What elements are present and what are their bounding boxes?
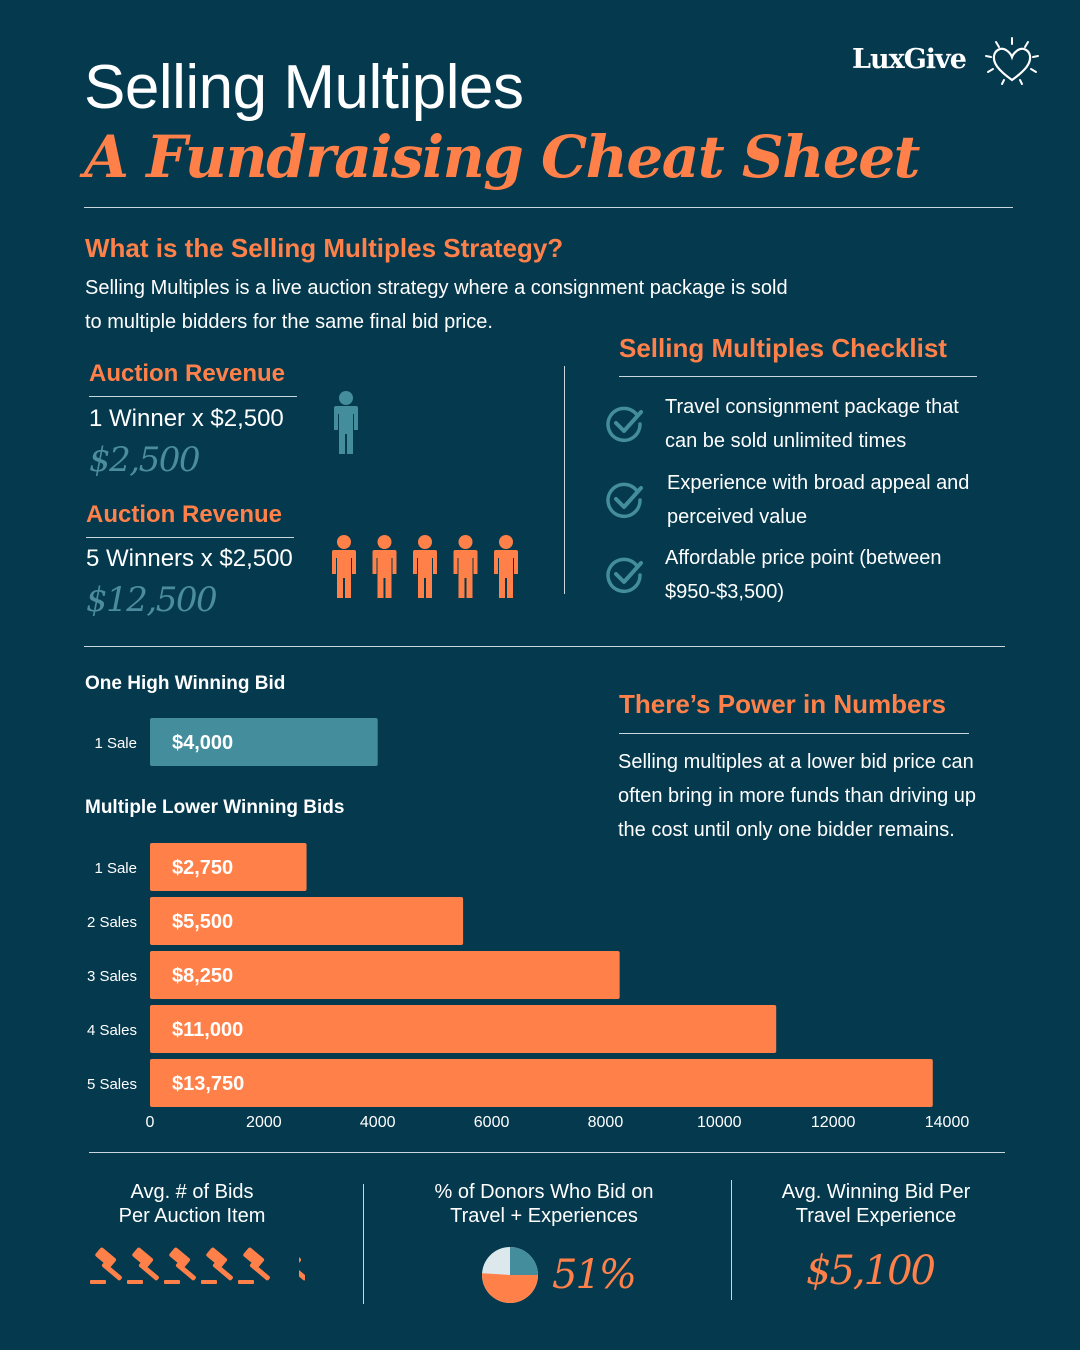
logo-text: LuxGive [852, 44, 967, 75]
gavel-icon-row [90, 1247, 305, 1284]
power-text-line2: often bring in more funds than driving u… [618, 785, 976, 807]
bar-chart: $4,000 1 Sale $2,750 1 Sale $5,500 2 Sales $8,… [87, 718, 970, 1131]
stat-donors-heading-line1: % of Donors Who Bid on [434, 1181, 654, 1203]
category-label: 5 Sales [87, 1076, 137, 1093]
x-tick-label: 4000 [360, 1114, 396, 1131]
strategy-text-line2: to multiple bidders for the same final b… [85, 311, 493, 333]
stat-bids-heading-line1: Avg. # of Bids [130, 1181, 254, 1203]
strategy-text-line1: Selling Multiples is a live auction stra… [85, 277, 788, 299]
stat-bids-heading-line2: Per Auction Item [118, 1205, 266, 1227]
gavel-icon [90, 1247, 122, 1284]
bar-value-label: $2,750 [172, 857, 233, 879]
bar-4-sales-multiple [150, 1005, 777, 1053]
bar-value-label: $11,000 [172, 1019, 243, 1041]
person-icon [372, 535, 397, 598]
bar-1-sale-single [150, 718, 378, 766]
auction-revenue-single-equation: 1 Winner x $2,500 [89, 405, 284, 432]
gavel-icon [299, 1247, 305, 1281]
x-tick-label: 0 [146, 1114, 155, 1131]
auction-revenue-multiple-total: $12,500 [86, 580, 218, 620]
auction-revenue-multiple-title: Auction Revenue [86, 501, 283, 528]
gavel-icon [127, 1247, 159, 1284]
page-title: Selling Multiples [84, 53, 524, 122]
x-tick-label: 12000 [811, 1114, 856, 1131]
power-text-line3: the cost until only one bidder remains. [618, 819, 955, 841]
stat-winning-heading-line1: Avg. Winning Bid Per [781, 1181, 971, 1203]
checklist-item-3-line2: $950-$3,500) [665, 581, 784, 603]
x-tick-label: 6000 [474, 1114, 510, 1131]
section-divider [84, 646, 1005, 647]
stat-winning-heading-line2: Travel Experience [795, 1205, 957, 1227]
bar-value-label: $5,500 [172, 911, 233, 933]
category-label: 3 Sales [87, 968, 137, 985]
checklist-item-3-line1: Affordable price point (between [665, 547, 942, 569]
category-label: 4 Sales [87, 1022, 137, 1039]
person-icon-group-multiple [332, 535, 518, 598]
bar-1-sale-multiple [150, 843, 307, 891]
auction-revenue-single-divider [89, 396, 297, 397]
person-icon [334, 391, 358, 454]
checklist-heading: Selling Multiples Checklist [619, 333, 947, 363]
x-tick-label: 10000 [697, 1114, 742, 1131]
stat-winning-value: $5,100 [806, 1248, 936, 1294]
checklist-item-2-line2: perceived value [667, 506, 808, 528]
donor-pie-chart [482, 1247, 538, 1303]
page-subtitle: A Fundraising Cheat Sheet [84, 123, 920, 191]
stat-donors-heading-line2: Travel + Experiences [450, 1205, 638, 1227]
person-icon [413, 535, 437, 598]
stats-divider-left [363, 1184, 364, 1304]
stats-divider [89, 1152, 1005, 1153]
person-icon [453, 535, 478, 598]
bar-2-sales-multiple [150, 897, 464, 945]
bar-value-label: $8,250 [172, 965, 233, 987]
power-text-line1: Selling multiples at a lower bid price c… [618, 751, 974, 773]
power-heading: There’s Power in Numbers [619, 689, 947, 719]
person-icon [494, 535, 518, 598]
chart-heading-single: One High Winning Bid [85, 673, 286, 694]
middle-vertical-divider [564, 366, 565, 594]
checklist-item-2-line1: Experience with broad appeal and [667, 472, 970, 494]
stats-divider-right [731, 1180, 732, 1300]
stat-donors-value: 51% [552, 1252, 637, 1298]
bar-value-label: $4,000 [172, 732, 233, 754]
checkmark-circle-icon [606, 406, 643, 443]
auction-revenue-single-title: Auction Revenue [89, 360, 286, 387]
gavel-icon [201, 1247, 233, 1284]
pie-slice-donors [482, 1273, 538, 1303]
category-label: 1 Sale [94, 735, 137, 752]
stat-donors-heading: % of Donors Who Bid on Travel + Experien… [414, 1180, 674, 1228]
x-tick-label: 8000 [588, 1114, 624, 1131]
gavel-icon [238, 1247, 270, 1284]
stat-bids-heading: Avg. # of Bids Per Auction Item [92, 1180, 292, 1228]
strategy-heading: What is the Selling Multiples Strategy? [85, 233, 564, 263]
checklist-item-1-line2: can be sold unlimited times [665, 430, 907, 452]
chart-heading-multiple: Multiple Lower Winning Bids [85, 797, 345, 818]
gavel-icon [164, 1247, 196, 1284]
bar-3-sales-multiple [150, 951, 620, 999]
auction-revenue-multiple-equation: 5 Winners x $2,500 [86, 545, 293, 572]
person-icon-group-single [334, 391, 358, 454]
category-label: 2 Sales [87, 914, 137, 931]
checklist-item-1-line1: Travel consignment package that [665, 396, 959, 418]
checkmark-circle-icon [606, 557, 643, 594]
checkmark-circle-icon [606, 482, 643, 519]
bar-value-label: $13,750 [172, 1073, 244, 1095]
auction-revenue-multiple-divider [86, 537, 294, 538]
stat-winning-heading: Avg. Winning Bid Per Travel Experience [766, 1180, 986, 1228]
pie-slice-teal [510, 1247, 538, 1275]
heart-icon [985, 37, 1039, 85]
x-tick-label: 2000 [246, 1114, 282, 1131]
x-tick-label: 14000 [925, 1114, 970, 1131]
luxgive-logo: LuxGive [852, 37, 1042, 90]
header-divider [84, 207, 1013, 208]
power-divider [619, 733, 969, 734]
bar-5-sales-multiple [150, 1059, 933, 1107]
checklist-divider [619, 376, 977, 377]
category-label: 1 Sale [94, 860, 137, 877]
person-icon [332, 535, 356, 598]
auction-revenue-single-total: $2,500 [89, 440, 200, 480]
